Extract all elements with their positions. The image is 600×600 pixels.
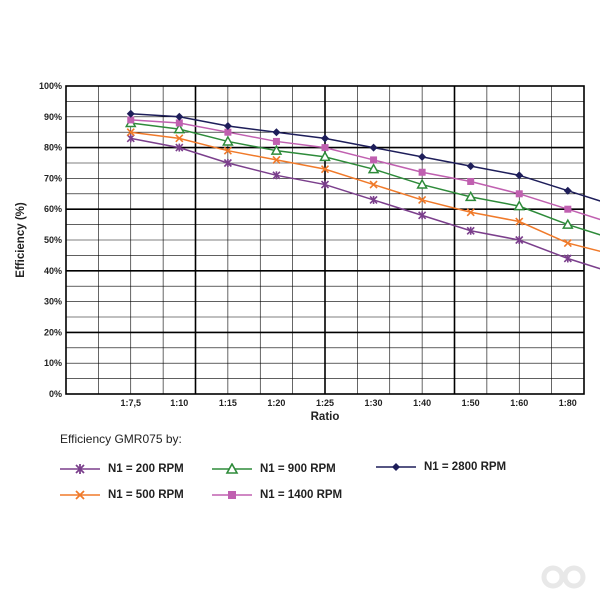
data-point-s3-0 (127, 116, 135, 124)
x-tick-label: 1:10 (170, 398, 188, 408)
legend-label-2800rpm: N1 = 2800 RPM (424, 461, 507, 473)
y-tick-label: 30% (44, 297, 62, 307)
triangle-marker-icon (212, 463, 252, 474)
data-point-s1-5 (369, 180, 378, 189)
legend-label-200rpm: N1 = 200 RPM (108, 463, 184, 475)
data-point-s3-1 (175, 119, 183, 127)
legend-item-2800rpm: N1 = 2800 RPM (376, 461, 506, 473)
y-tick-label: 10% (44, 358, 62, 368)
data-point-s2-8 (513, 200, 526, 211)
data-point-s4-5 (369, 143, 378, 152)
y-tick-label: 20% (44, 327, 62, 337)
y-axis-label: Efficiency (%) (15, 202, 27, 278)
y-tick-label: 40% (44, 266, 62, 276)
data-point-s1-0 (126, 128, 135, 137)
data-point-s1-8 (515, 217, 524, 226)
data-point-s2-6 (416, 178, 428, 189)
data-point-s1-1 (175, 134, 184, 143)
data-point-s4-7 (466, 162, 475, 171)
x-tick-label: 1:15 (219, 398, 237, 408)
y-tick-label: 50% (44, 235, 62, 245)
x-axis-label: Ratio (311, 411, 340, 423)
square-marker-icon (212, 491, 252, 499)
data-point-s2-2 (222, 135, 234, 146)
data-point-s4-2 (223, 122, 232, 131)
data-point-s0-7 (466, 226, 475, 235)
y-tick-label: 100% (39, 81, 62, 91)
data-point-s0-0 (126, 134, 135, 143)
diamond-marker-icon (376, 463, 416, 471)
data-point-s0-1 (175, 143, 184, 152)
data-point-s0-8 (515, 235, 524, 245)
data-point-s2-3 (270, 144, 283, 155)
x-tick-label: 1:25 (316, 398, 334, 408)
legend-title: Efficiency GMR075 by: (60, 432, 182, 446)
x-tick-label: 1:80 (559, 398, 577, 408)
legend-item-1400rpm: N1 = 1400 RPM (212, 489, 342, 501)
data-point-s4-1 (175, 112, 184, 121)
data-point-s3-7 (467, 177, 475, 185)
legend-item-200rpm: N1 = 200 RPM (60, 463, 184, 475)
data-point-s1-9 (563, 239, 572, 248)
data-point-s2-5 (367, 163, 380, 174)
y-tick-label: 90% (44, 112, 62, 122)
x-tick-label: 1:60 (510, 398, 528, 408)
data-point-s3-8 (515, 190, 523, 198)
data-point-s4-4 (321, 134, 329, 143)
data-point-s0-4 (320, 180, 330, 189)
data-point-s0-5 (369, 195, 378, 205)
legend-item-900rpm: N1 = 900 RPM (212, 463, 336, 475)
data-point-s0-3 (272, 171, 281, 180)
data-point-s3-3 (272, 137, 280, 145)
x-tick-label: 1:20 (267, 398, 285, 408)
legend-item-500rpm: N1 = 500 RPM (60, 489, 184, 501)
brand-logo-icon (541, 565, 586, 589)
star-marker-icon (60, 464, 100, 474)
data-point-s4-3 (272, 128, 281, 137)
data-point-s4-0 (126, 109, 135, 118)
data-point-s1-3 (272, 155, 281, 164)
legend-label-1400rpm: N1 = 1400 RPM (260, 489, 343, 501)
x-tick-label: 1:50 (462, 398, 480, 408)
data-point-s0-9 (563, 254, 572, 263)
data-point-s2-4 (319, 150, 331, 162)
y-tick-label: 70% (44, 173, 62, 183)
data-point-s4-9 (563, 186, 572, 195)
data-point-s3-5 (370, 156, 378, 164)
data-point-s3-4 (321, 144, 329, 152)
y-tick-label: 80% (44, 143, 62, 153)
data-point-s1-4 (320, 165, 330, 174)
data-point-s0-6 (418, 211, 427, 220)
data-point-s1-2 (223, 146, 232, 155)
x-marker-icon (60, 490, 100, 500)
data-point-s4-8 (515, 171, 524, 180)
data-point-s2-9 (562, 218, 574, 229)
x-tick-label: 1:7,5 (120, 398, 141, 408)
data-point-s3-9 (564, 205, 572, 213)
data-point-s0-2 (223, 158, 232, 168)
data-point-s2-1 (173, 123, 186, 134)
data-point-s4-6 (418, 152, 427, 161)
y-tick-label: 60% (44, 204, 62, 214)
data-point-s3-2 (224, 128, 232, 136)
data-point-s1-7 (466, 208, 475, 217)
x-tick-label: 1:30 (365, 398, 383, 408)
y-tick-label: 0% (49, 389, 62, 399)
x-tick-label: 1:40 (413, 398, 431, 408)
legend-label-900rpm: N1 = 900 RPM (260, 463, 336, 475)
data-point-s3-6 (418, 168, 426, 176)
legend-label-500rpm: N1 = 500 RPM (108, 489, 184, 501)
data-point-s2-7 (464, 190, 477, 202)
data-point-s1-6 (418, 195, 427, 205)
